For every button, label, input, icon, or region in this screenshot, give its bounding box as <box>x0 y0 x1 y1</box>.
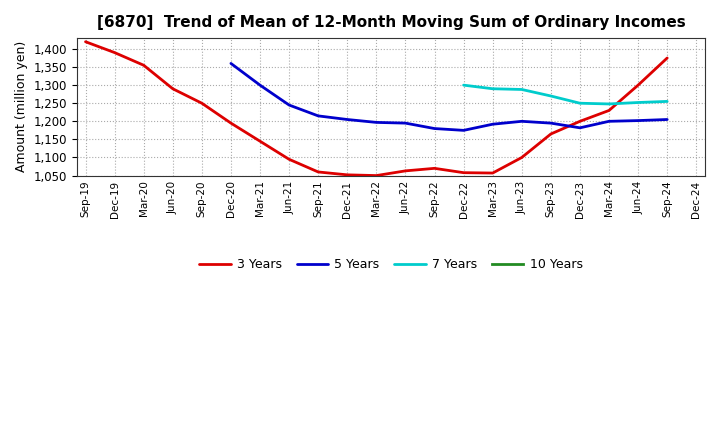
3 Years <box>401 168 410 173</box>
Title: [6870]  Trend of Mean of 12-Month Moving Sum of Ordinary Incomes: [6870] Trend of Mean of 12-Month Moving … <box>96 15 685 30</box>
3 Years <box>430 166 438 171</box>
7 Years <box>634 100 642 105</box>
3 Years <box>459 170 468 175</box>
5 Years <box>314 113 323 118</box>
Line: 5 Years: 5 Years <box>231 63 667 130</box>
5 Years <box>488 121 497 127</box>
Legend: 3 Years, 5 Years, 7 Years, 10 Years: 3 Years, 5 Years, 7 Years, 10 Years <box>194 253 588 276</box>
7 Years <box>518 87 526 92</box>
3 Years <box>663 55 672 61</box>
7 Years <box>488 86 497 92</box>
5 Years <box>256 82 264 88</box>
3 Years <box>518 155 526 160</box>
5 Years <box>227 61 235 66</box>
3 Years <box>314 169 323 175</box>
5 Years <box>372 120 381 125</box>
3 Years <box>110 50 119 55</box>
5 Years <box>546 121 555 126</box>
3 Years <box>256 139 264 144</box>
7 Years <box>546 93 555 99</box>
3 Years <box>343 172 351 177</box>
3 Years <box>488 170 497 176</box>
5 Years <box>663 117 672 122</box>
Line: 3 Years: 3 Years <box>86 42 667 176</box>
3 Years <box>81 39 90 44</box>
3 Years <box>227 121 235 126</box>
5 Years <box>401 121 410 126</box>
5 Years <box>285 103 294 108</box>
7 Years <box>459 82 468 88</box>
3 Years <box>285 157 294 162</box>
7 Years <box>663 99 672 104</box>
3 Years <box>168 86 177 92</box>
5 Years <box>459 128 468 133</box>
7 Years <box>605 101 613 106</box>
3 Years <box>197 101 206 106</box>
3 Years <box>605 108 613 113</box>
3 Years <box>372 173 381 178</box>
7 Years <box>575 101 584 106</box>
5 Years <box>430 126 438 131</box>
5 Years <box>634 118 642 123</box>
3 Years <box>575 119 584 124</box>
3 Years <box>546 131 555 136</box>
5 Years <box>605 119 613 124</box>
Line: 7 Years: 7 Years <box>464 85 667 104</box>
3 Years <box>140 62 148 68</box>
3 Years <box>634 82 642 88</box>
5 Years <box>575 125 584 131</box>
5 Years <box>518 119 526 124</box>
5 Years <box>343 117 351 122</box>
Y-axis label: Amount (million yen): Amount (million yen) <box>15 41 28 172</box>
